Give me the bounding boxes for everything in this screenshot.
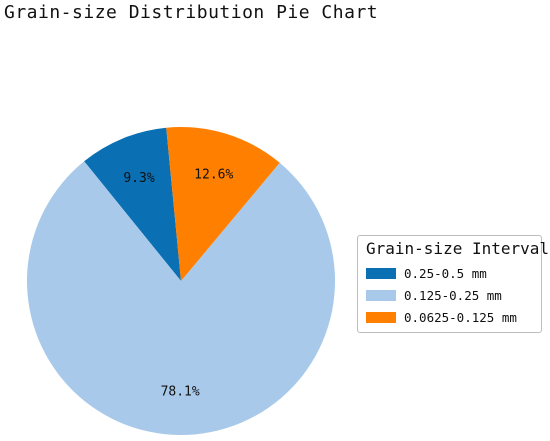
pie-slice-label: 12.6% — [194, 168, 233, 183]
legend-label: 0.25-0.5 mm — [404, 265, 487, 281]
chart-title: Grain-size Distribution Pie Chart — [4, 2, 379, 23]
pie-slice — [84, 127, 181, 282]
pie-slice-label: 9.3% — [123, 171, 154, 186]
legend-item: 0.25-0.5 mm — [366, 262, 535, 284]
pie-slice-labels: 9.3% 78.1% 12.6% — [123, 168, 233, 400]
pie-slice — [166, 127, 280, 282]
legend-swatch — [366, 289, 396, 301]
legend-item: 0.0625-0.125 mm — [366, 306, 535, 328]
legend-label: 0.0625-0.125 mm — [404, 309, 517, 325]
legend-swatch — [366, 267, 396, 279]
pie-slices — [27, 127, 336, 436]
legend-item: 0.125-0.25 mm — [366, 284, 535, 306]
pie-slice — [27, 161, 336, 436]
pie-slice-label: 78.1% — [161, 384, 200, 399]
legend-swatch — [366, 311, 396, 323]
legend-title: Grain-size Interval — [366, 239, 550, 258]
legend-label: 0.125-0.25 mm — [404, 287, 502, 303]
legend: Grain-size Interval 0.25-0.5 mm 0.125-0.… — [357, 235, 550, 333]
